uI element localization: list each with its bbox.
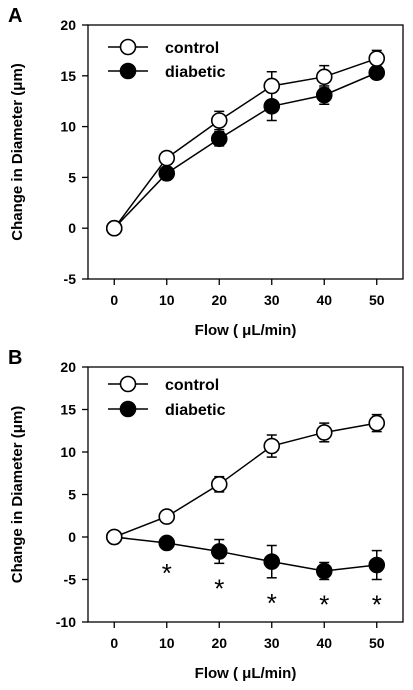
- data-point-diabetic: [263, 97, 281, 115]
- series-line-control: [113, 422, 377, 538]
- series-line-control: [113, 57, 377, 229]
- data-point-control: [210, 112, 228, 129]
- y-tick-label: 10: [60, 119, 76, 135]
- data-point-control: [315, 424, 333, 441]
- y-axis-label: Change in Diameter (μm): [9, 63, 26, 241]
- data-point-diabetic: [158, 534, 176, 552]
- data-point-control: [210, 475, 228, 493]
- y-tick-label: 10: [60, 444, 76, 460]
- x-tick-label: 40: [316, 635, 332, 651]
- data-point-control: [158, 149, 176, 167]
- legend-label-control: control: [165, 377, 219, 394]
- legend-marker-diabetic: [119, 62, 137, 80]
- significance-star: *: [162, 558, 172, 588]
- y-tick-label: 0: [68, 220, 76, 236]
- x-axis-label: Flow ( μL/min): [195, 322, 297, 339]
- plot-frame: [87, 24, 404, 280]
- y-tick-label: 15: [60, 402, 76, 418]
- y-tick-label: 15: [60, 68, 76, 84]
- legend-marker-diabetic: [119, 400, 137, 418]
- data-point-diabetic: [315, 86, 333, 104]
- x-tick-label: 10: [159, 635, 175, 651]
- x-tick-label: 40: [316, 292, 332, 308]
- data-point-diabetic: [263, 553, 281, 570]
- y-tick-label: -5: [64, 271, 77, 287]
- y-tick-label: 20: [60, 359, 76, 375]
- data-point-control: [105, 528, 123, 546]
- legend: control diabetic: [108, 375, 226, 419]
- x-tick-label: 50: [369, 292, 385, 308]
- data-point-control: [105, 219, 123, 237]
- panel-letter: B: [8, 347, 22, 369]
- x-tick-label: 0: [110, 292, 118, 308]
- x-axis-label: Flow ( μL/min): [195, 665, 297, 682]
- data-point-diabetic: [368, 556, 386, 574]
- panel-a: A -5 0 5 10 15 20 0 10 20 30 40 50 Flow ( μL/min) Chan…: [8, 5, 404, 339]
- legend-label-control: control: [165, 40, 219, 57]
- y-tick-label: 20: [60, 17, 76, 33]
- data-point-control: [368, 50, 386, 67]
- data-point-control: [368, 414, 386, 432]
- y-tick-label: 0: [68, 529, 76, 545]
- x-tick-label: 10: [159, 292, 175, 308]
- panel-b: B -10 -5 0 5 10 15 20 0 10 20 30 40 50 Flow ( μL/min) C…: [8, 347, 404, 682]
- y-tick-label: 5: [68, 487, 76, 503]
- legend-marker-control: [119, 38, 137, 56]
- x-tick-label: 30: [264, 635, 280, 651]
- significance-star: *: [214, 573, 224, 603]
- data-point-diabetic: [210, 130, 228, 148]
- x-tick-label: 0: [110, 635, 118, 651]
- series-line-diabetic: [113, 72, 378, 229]
- legend-label-diabetic: diabetic: [165, 402, 226, 419]
- y-axis-label: Change in Diameter (μm): [9, 406, 26, 584]
- significance-star: *: [267, 588, 277, 618]
- panel-letter: A: [8, 5, 22, 27]
- data-point-diabetic: [315, 562, 333, 580]
- y-tick-label: -5: [64, 572, 77, 588]
- significance-star: *: [372, 590, 382, 620]
- significance-star: *: [319, 590, 329, 620]
- data-point-diabetic: [158, 165, 176, 182]
- data-point-control: [315, 68, 333, 86]
- legend: control diabetic: [108, 38, 226, 81]
- x-tick-label: 20: [211, 635, 227, 651]
- data-point-control: [263, 437, 281, 455]
- series-line-diabetic: [114, 536, 377, 572]
- data-point-control: [158, 508, 176, 525]
- y-tick-label: 5: [68, 169, 76, 185]
- y-tick-label: -10: [56, 614, 76, 630]
- x-tick-label: 20: [211, 292, 227, 308]
- data-point-diabetic: [368, 64, 386, 82]
- data-point-diabetic: [210, 543, 228, 560]
- x-tick-label: 30: [264, 292, 280, 308]
- x-tick-label: 50: [369, 635, 385, 651]
- data-point-control: [263, 77, 281, 95]
- legend-marker-control: [119, 375, 137, 393]
- legend-label-diabetic: diabetic: [165, 64, 226, 81]
